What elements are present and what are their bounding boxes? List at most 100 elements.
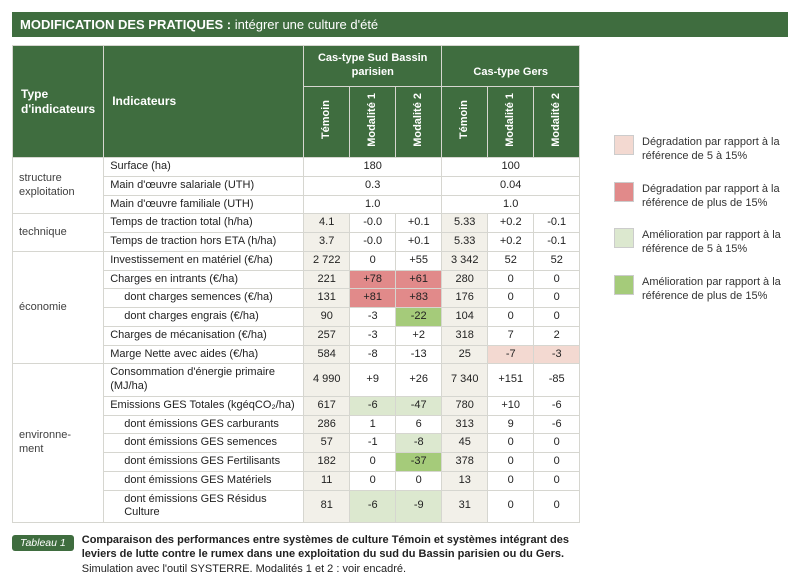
indicator-label: Main d'œuvre salariale (UTH) (104, 176, 304, 195)
indicator-label: dont émissions GES Matériels (104, 471, 304, 490)
cell: 780 (442, 396, 488, 415)
cell: +0.2 (488, 233, 534, 252)
cell: 0 (350, 453, 396, 472)
legend-swatch (614, 228, 634, 248)
cell: -22 (396, 308, 442, 327)
cell: +9 (350, 364, 396, 397)
cell: 182 (304, 453, 350, 472)
row-group-label: structure exploitation (13, 158, 104, 214)
cell: -0.1 (534, 214, 580, 233)
row-group-label: technique (13, 214, 104, 252)
cell: 9 (488, 415, 534, 434)
cell: 0 (396, 471, 442, 490)
indicator-label: Charges en intrants (€/ha) (104, 270, 304, 289)
legend-item: Amélioration par rapport à la référence … (614, 228, 788, 257)
indicator-label: Main d'œuvre familiale (UTH) (104, 195, 304, 214)
cell: -0.0 (350, 214, 396, 233)
cell: 180 (304, 158, 442, 177)
cell: 1 (350, 415, 396, 434)
indicator-label: dont émissions GES Résidus Culture (104, 490, 304, 523)
hdr-type: Type d'indicateurs (13, 46, 104, 158)
legend-text: Dégradation par rapport à la référence d… (642, 135, 788, 164)
cell: +151 (488, 364, 534, 397)
indicator-label: Temps de traction total (h/ha) (104, 214, 304, 233)
cell: 0 (488, 308, 534, 327)
cell: -6 (350, 396, 396, 415)
cell: 52 (488, 251, 534, 270)
cell: 2 (534, 326, 580, 345)
legend-item: Dégradation par rapport à la référence d… (614, 135, 788, 164)
indicator-label: Charges de mécanisation (€/ha) (104, 326, 304, 345)
indicator-label: Marge Nette avec aides (€/ha) (104, 345, 304, 364)
cell: -3 (350, 326, 396, 345)
cell: 81 (304, 490, 350, 523)
indicator-label: Emissions GES Totales (kgéqCO₂/ha) (104, 396, 304, 415)
indicator-label: dont émissions GES Fertilisants (104, 453, 304, 472)
caption-badge: Tableau 1 (12, 535, 74, 551)
hdr-indicateurs: Indicateurs (104, 46, 304, 158)
cell: 11 (304, 471, 350, 490)
cell: 0.04 (442, 176, 580, 195)
content-row: Type d'indicateurs Indicateurs Cas-type … (12, 45, 788, 576)
cell: +0.1 (396, 233, 442, 252)
cell: 257 (304, 326, 350, 345)
indicator-label: Temps de traction hors ETA (h/ha) (104, 233, 304, 252)
cell: 378 (442, 453, 488, 472)
cell: 31 (442, 490, 488, 523)
cell: 3 342 (442, 251, 488, 270)
cell: -8 (396, 434, 442, 453)
cell: 0 (350, 251, 396, 270)
table-row: économieInvestissement en matériel (€/ha… (13, 251, 580, 270)
cell: -9 (396, 490, 442, 523)
cell: 0 (534, 453, 580, 472)
cell: 0 (534, 490, 580, 523)
indicator-label: dont charges semences (€/ha) (104, 289, 304, 308)
cell: 0 (534, 471, 580, 490)
cell: 0.3 (304, 176, 442, 195)
hdr-group-gers: Cas-type Gers (442, 46, 580, 87)
cell: 313 (442, 415, 488, 434)
cell: 6 (396, 415, 442, 434)
cell: -37 (396, 453, 442, 472)
cell: 4.1 (304, 214, 350, 233)
table-container: Type d'indicateurs Indicateurs Cas-type … (12, 45, 602, 576)
indicator-label: dont charges engrais (€/ha) (104, 308, 304, 327)
caption-row: Tableau 1 Comparaison des performances e… (12, 533, 602, 576)
cell: +26 (396, 364, 442, 397)
legend-swatch (614, 182, 634, 202)
cell: +83 (396, 289, 442, 308)
cell: 176 (442, 289, 488, 308)
cell: 0 (488, 490, 534, 523)
cell: +78 (350, 270, 396, 289)
title-strong: MODIFICATION DES PRATIQUES : (20, 17, 231, 32)
cell: 617 (304, 396, 350, 415)
indicator-table: Type d'indicateurs Indicateurs Cas-type … (12, 45, 580, 523)
cell: -6 (350, 490, 396, 523)
cell: -13 (396, 345, 442, 364)
indicator-label: dont émissions GES semences (104, 434, 304, 453)
hdr-sub-4: Modalité 1 (488, 86, 534, 158)
cell: 5.33 (442, 233, 488, 252)
indicator-label: Consommation d'énergie primaire (MJ/ha) (104, 364, 304, 397)
table-row: techniqueTemps de traction total (h/ha)4… (13, 214, 580, 233)
cell: -6 (534, 396, 580, 415)
cell: 0 (534, 308, 580, 327)
title-rest: intégrer une culture d'été (231, 17, 378, 32)
cell: 318 (442, 326, 488, 345)
table-row: structure exploitationSurface (ha)180100 (13, 158, 580, 177)
hdr-sub-0: Témoin (304, 86, 350, 158)
cell: -6 (534, 415, 580, 434)
cell: 13 (442, 471, 488, 490)
cell: +2 (396, 326, 442, 345)
cell: 90 (304, 308, 350, 327)
cell: 7 (488, 326, 534, 345)
cell: 280 (442, 270, 488, 289)
cell: +0.2 (488, 214, 534, 233)
cell: 2 722 (304, 251, 350, 270)
cell: 4 990 (304, 364, 350, 397)
cell: 104 (442, 308, 488, 327)
cell: +61 (396, 270, 442, 289)
cell: +10 (488, 396, 534, 415)
cell: 0 (534, 434, 580, 453)
table-row: environne-mentConsommation d'énergie pri… (13, 364, 580, 397)
